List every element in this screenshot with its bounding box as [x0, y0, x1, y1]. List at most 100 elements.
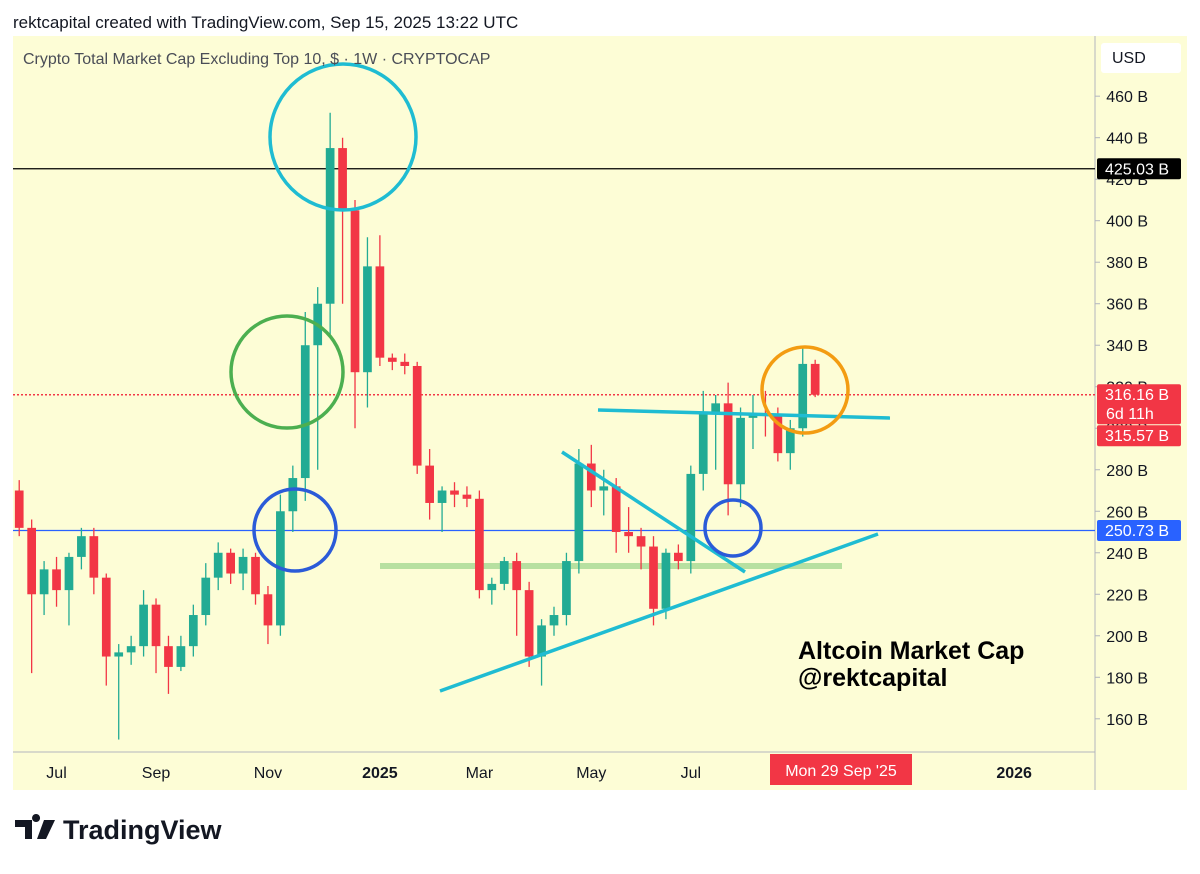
y-tick-label: 200 B — [1106, 629, 1148, 646]
candle-body — [412, 365, 422, 466]
candle-body — [400, 361, 410, 366]
candle-body — [537, 625, 546, 657]
trendline — [597, 408, 891, 420]
candle-body — [338, 148, 347, 211]
price-label: 425.03 B — [1105, 161, 1169, 178]
candle-body — [810, 363, 820, 395]
currency[interactable]: USD — [1112, 50, 1146, 67]
candle-body — [698, 413, 708, 474]
annotation: @rektcapital — [798, 664, 947, 692]
y-tick-label: 260 B — [1106, 504, 1148, 521]
candle-body — [524, 590, 534, 657]
candle-body — [736, 417, 745, 485]
candle-body — [674, 552, 683, 562]
candle-body — [562, 561, 571, 616]
candle-body — [649, 546, 658, 609]
candle-body — [549, 615, 559, 626]
price-lines — [13, 168, 1095, 532]
candle-body — [437, 490, 447, 503]
candle-body — [773, 415, 783, 454]
x-tick-label: Mar — [466, 765, 494, 782]
y-tick-label: 280 B — [1106, 463, 1148, 480]
crosshair-box — [770, 754, 912, 785]
x-tick-label: Jul — [46, 765, 66, 782]
candle-body — [387, 357, 397, 362]
candle-body — [574, 463, 584, 562]
y-tick-label: 340 B — [1106, 338, 1148, 355]
y-tick-label: 460 B — [1106, 89, 1148, 106]
y-tick-label: 180 B — [1106, 670, 1148, 687]
candle-body — [101, 577, 111, 657]
candle-body — [375, 266, 385, 358]
price-label: 250.73 B — [1105, 523, 1169, 540]
candle-body — [77, 536, 86, 557]
circle — [268, 62, 418, 212]
countdown: 6d 11h — [1106, 406, 1154, 423]
x-tick-label: 2025 — [362, 765, 398, 782]
logo-text: TradingView — [63, 815, 223, 845]
candle-body — [201, 577, 211, 616]
currency-box[interactable] — [1101, 43, 1181, 73]
y-tick-label: 220 B — [1106, 587, 1148, 604]
candle-body — [213, 552, 223, 578]
circle — [703, 498, 763, 558]
x-axis: Jul Sep Nov 2025 Mar May Jul 2026 — [46, 765, 1032, 782]
candle-body — [263, 594, 273, 626]
x-tick-label: Nov — [254, 765, 282, 782]
y-tick-label: 400 B — [1106, 214, 1148, 231]
candles — [14, 112, 820, 740]
candle-body — [238, 556, 248, 574]
candle-body — [114, 652, 124, 657]
price-label-box — [1097, 519, 1181, 541]
candle-body — [251, 556, 260, 595]
trendline — [439, 532, 879, 693]
candle-body — [139, 604, 148, 647]
candle-body — [226, 552, 235, 574]
candle-body — [512, 561, 522, 591]
candle-body — [723, 403, 733, 485]
candle-body — [611, 486, 621, 533]
candle-body — [785, 428, 795, 454]
candle-body — [89, 536, 99, 578]
y-tick-label: 380 B — [1106, 255, 1148, 272]
candle-body — [425, 465, 434, 503]
drawings — [229, 62, 891, 693]
candle-body — [176, 646, 186, 667]
candle-body — [586, 463, 596, 491]
candle-body — [636, 536, 646, 547]
price-label-box — [1097, 425, 1181, 447]
price-label-box — [1097, 158, 1181, 180]
logo: TradingView — [15, 814, 223, 845]
candle-body — [487, 583, 497, 591]
candle-body — [475, 498, 484, 591]
y-tick-label: 440 B — [1106, 131, 1148, 148]
candle-body — [126, 646, 136, 653]
chart-title: Crypto Total Market Cap Excluding Top 10… — [23, 51, 490, 68]
price-label: 316.16 B — [1105, 387, 1169, 404]
circle — [760, 345, 850, 435]
candle-body — [64, 556, 74, 591]
candle-body — [27, 527, 37, 595]
x-tick-label: May — [576, 765, 606, 782]
candle-body — [661, 552, 671, 609]
candle-body — [14, 490, 24, 528]
candle-body — [300, 345, 310, 479]
logo-icon — [15, 814, 55, 839]
candle-body — [624, 532, 633, 537]
candle-body — [325, 148, 335, 304]
header: rektcapital created with TradingView.com… — [13, 13, 518, 32]
price-label-box — [1097, 384, 1181, 425]
x-tick-label: Jul — [681, 765, 701, 782]
circle — [229, 314, 345, 430]
candle-body — [288, 478, 298, 512]
circle — [252, 487, 338, 573]
candle-body — [151, 604, 161, 647]
candle-body — [686, 473, 696, 562]
candle-body — [462, 494, 472, 499]
candle-body — [711, 403, 721, 414]
x-tick-label: Sep — [142, 765, 171, 782]
candle-body — [52, 569, 61, 591]
